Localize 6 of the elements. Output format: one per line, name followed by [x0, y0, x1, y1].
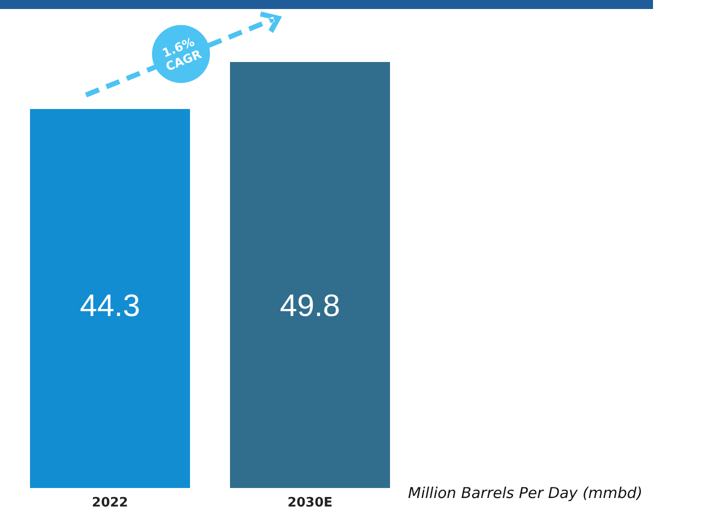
annotation: 1.6% CAGR [159, 34, 204, 76]
x-axis-title: Million Barrels Per Day (mmbd) [408, 484, 642, 502]
data-label: 49.8 [280, 288, 340, 323]
x-tick-label: 2030E [287, 496, 333, 510]
x-tick-label: 2022 [92, 496, 128, 510]
data-label: 44.3 [80, 288, 140, 323]
